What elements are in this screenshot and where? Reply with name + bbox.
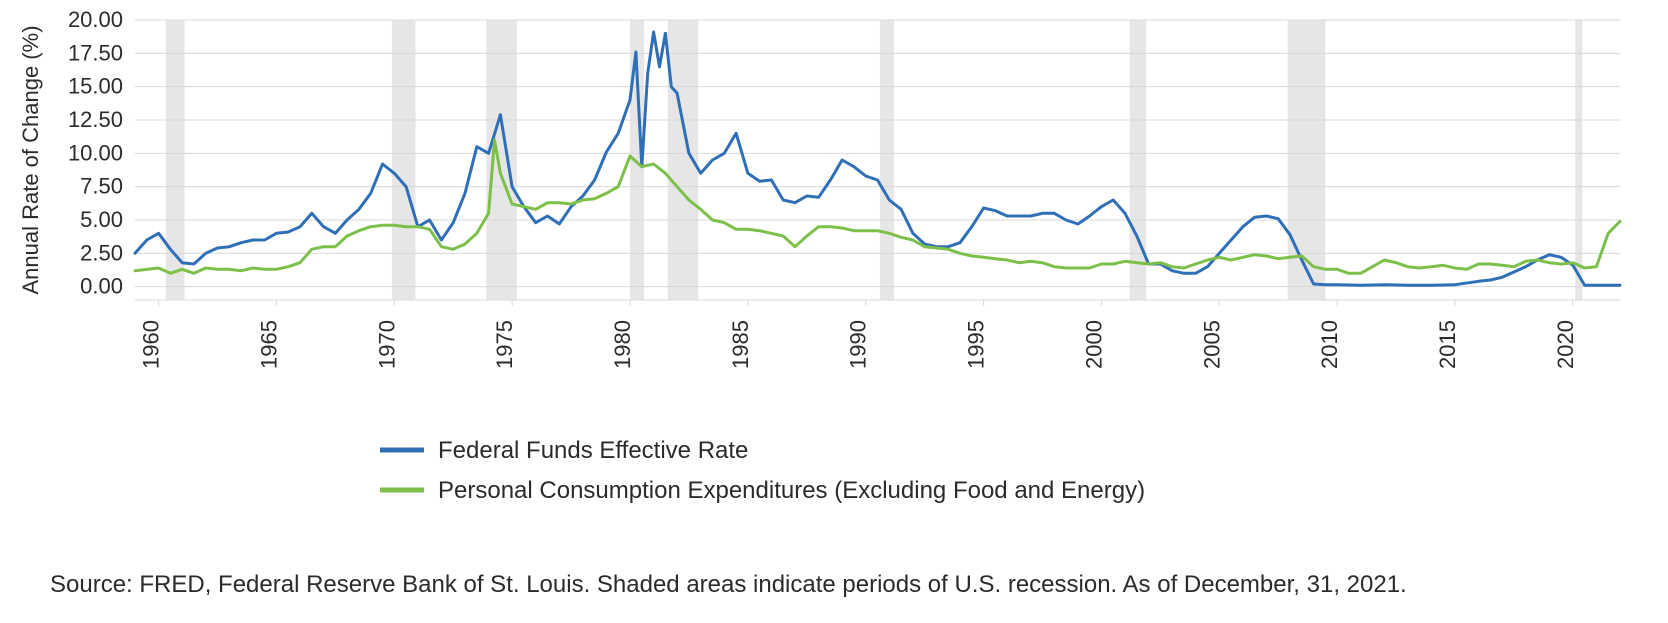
y-tick-label: 5.00 — [80, 207, 123, 232]
x-tick-label: 1990 — [846, 320, 871, 369]
chart-bg — [0, 0, 1668, 623]
x-tick-label: 1975 — [492, 320, 517, 369]
x-tick-label: 1960 — [139, 320, 164, 369]
source-note: Source: FRED, Federal Reserve Bank of St… — [50, 571, 1407, 599]
y-tick-label: 7.50 — [80, 174, 123, 199]
y-axis-label: Annual Rate of Change (%) — [18, 25, 43, 294]
x-tick-label: 1965 — [256, 320, 281, 369]
x-tick-label: 2015 — [1435, 320, 1460, 369]
chart-container: 0.00 2.50 5.00 7.50 10.00 12.50 15.00 17.50 20.0… — [0, 0, 1668, 623]
x-tick-label: 1970 — [374, 320, 399, 369]
x-tick-label: 1985 — [728, 320, 753, 369]
y-tick-label: 17.50 — [68, 40, 123, 65]
y-tick-label: 0.00 — [80, 274, 123, 299]
recession-band — [1130, 20, 1147, 300]
x-tick-label: 2005 — [1199, 320, 1224, 369]
y-tick-label: 20.00 — [68, 7, 123, 32]
x-tick-label: 2000 — [1081, 320, 1106, 369]
y-tick-label: 10.00 — [68, 140, 123, 165]
x-tick-label: 2020 — [1553, 320, 1578, 369]
recession-band — [486, 20, 517, 300]
y-tick-label: 15.00 — [68, 74, 123, 99]
legend-label: Federal Funds Effective Rate — [438, 437, 748, 464]
x-tick-label: 1995 — [964, 320, 989, 369]
line-chart: 0.00 2.50 5.00 7.50 10.00 12.50 15.00 17.50 20.0… — [0, 0, 1668, 623]
legend-label: Personal Consumption Expenditures (Exclu… — [438, 477, 1145, 504]
recession-band — [392, 20, 416, 300]
y-tick-label: 2.50 — [80, 240, 123, 265]
recession-band — [880, 20, 894, 300]
y-tick-label: 12.50 — [68, 107, 123, 132]
x-tick-label: 2010 — [1317, 320, 1342, 369]
recession-band — [166, 20, 185, 300]
x-tick-label: 1980 — [610, 320, 635, 369]
recession-band — [1575, 20, 1582, 300]
